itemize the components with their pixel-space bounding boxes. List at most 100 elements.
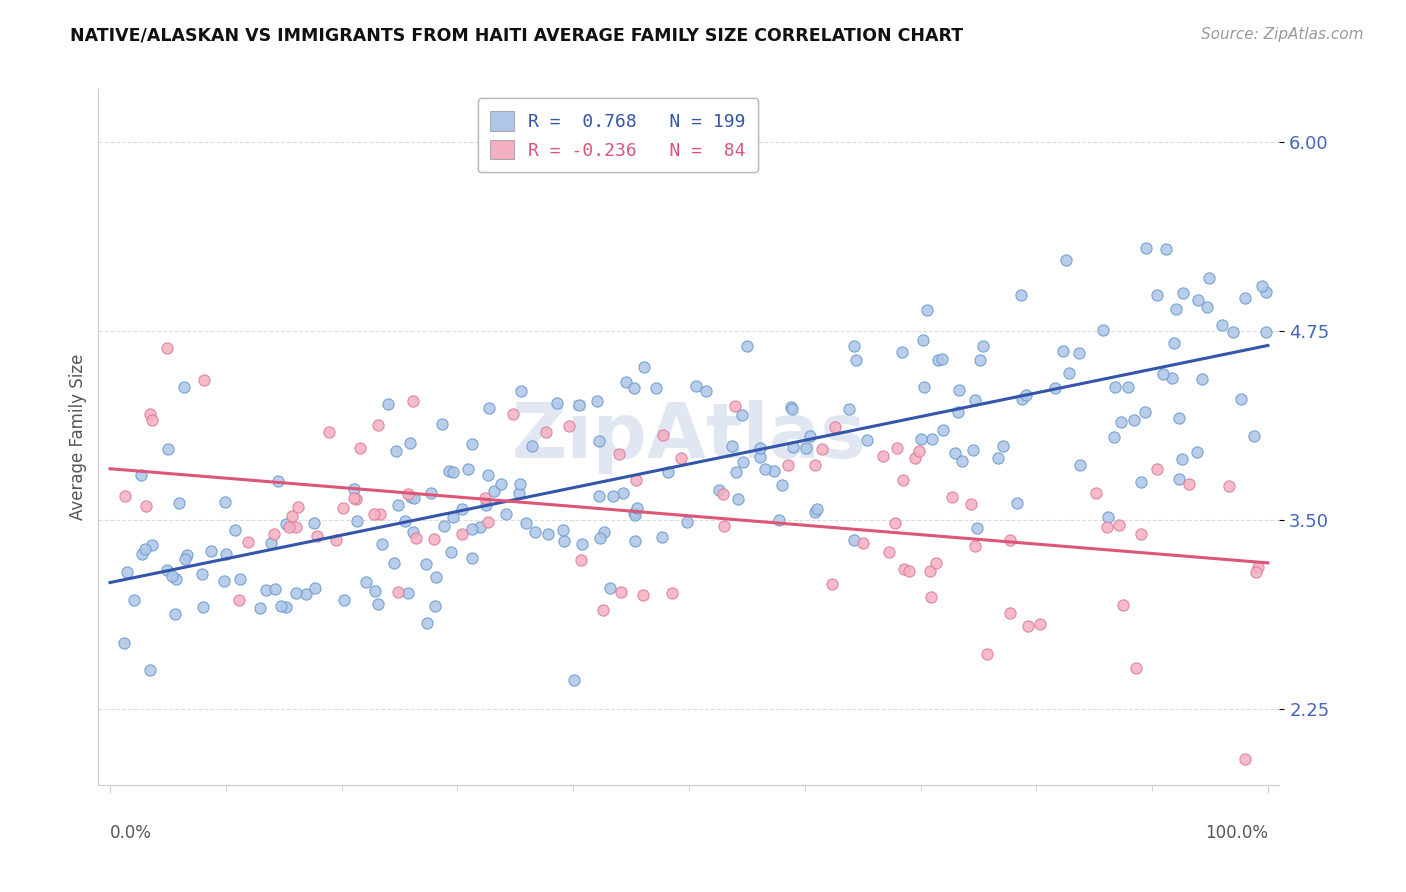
Point bbox=[167, 496, 190, 510]
Point bbox=[112, 635, 135, 649]
Point bbox=[794, 441, 817, 455]
Point bbox=[607, 447, 630, 461]
Point bbox=[724, 399, 747, 413]
Point bbox=[799, 429, 821, 443]
Point bbox=[845, 353, 868, 368]
Point bbox=[948, 383, 970, 397]
Point bbox=[404, 491, 426, 505]
Point bbox=[651, 530, 673, 544]
Point bbox=[214, 574, 236, 589]
Point bbox=[1011, 392, 1033, 406]
Point bbox=[1195, 300, 1218, 314]
Text: 0.0%: 0.0% bbox=[110, 824, 152, 842]
Point bbox=[1005, 496, 1028, 510]
Point bbox=[1059, 366, 1081, 380]
Point bbox=[367, 597, 389, 611]
Point bbox=[509, 477, 531, 491]
Point bbox=[294, 587, 316, 601]
Point bbox=[624, 473, 647, 487]
Point bbox=[599, 581, 621, 595]
Point bbox=[749, 450, 772, 464]
Point bbox=[844, 533, 866, 547]
Point bbox=[1244, 565, 1267, 579]
Point bbox=[730, 408, 752, 422]
Point bbox=[468, 519, 491, 533]
Point bbox=[228, 592, 250, 607]
Point bbox=[430, 417, 453, 431]
Point bbox=[274, 600, 297, 615]
Point bbox=[623, 506, 645, 520]
Point bbox=[610, 585, 633, 599]
Point bbox=[441, 510, 464, 524]
Point bbox=[762, 464, 785, 478]
Point bbox=[1163, 335, 1185, 350]
Point bbox=[325, 533, 347, 548]
Point bbox=[842, 339, 865, 353]
Point bbox=[553, 523, 575, 537]
Point bbox=[419, 485, 441, 500]
Point bbox=[558, 419, 581, 434]
Point bbox=[263, 526, 285, 541]
Point bbox=[224, 523, 246, 537]
Point bbox=[509, 384, 531, 398]
Point bbox=[624, 533, 647, 548]
Point bbox=[215, 547, 238, 561]
Point bbox=[918, 564, 941, 578]
Point bbox=[1247, 559, 1270, 574]
Point bbox=[969, 353, 991, 368]
Point bbox=[165, 607, 187, 621]
Point bbox=[962, 442, 984, 457]
Point bbox=[571, 536, 593, 550]
Point bbox=[1130, 527, 1153, 541]
Point bbox=[780, 400, 803, 414]
Point bbox=[307, 528, 329, 542]
Point bbox=[1067, 345, 1090, 359]
Point bbox=[1218, 478, 1240, 492]
Point bbox=[139, 663, 162, 677]
Point bbox=[915, 302, 938, 317]
Point bbox=[592, 602, 614, 616]
Point bbox=[1250, 279, 1272, 293]
Point bbox=[451, 501, 474, 516]
Point bbox=[332, 501, 354, 516]
Point bbox=[115, 565, 138, 579]
Point bbox=[838, 402, 860, 417]
Point bbox=[588, 531, 610, 545]
Point bbox=[893, 562, 915, 576]
Point bbox=[1185, 444, 1208, 458]
Point bbox=[191, 599, 214, 614]
Point bbox=[1000, 533, 1022, 547]
Point bbox=[280, 508, 302, 523]
Point bbox=[1017, 619, 1039, 633]
Point bbox=[592, 525, 614, 540]
Point bbox=[804, 458, 827, 473]
Point bbox=[515, 516, 537, 531]
Point bbox=[782, 440, 804, 454]
Point bbox=[266, 474, 288, 488]
Point bbox=[318, 425, 340, 439]
Point bbox=[824, 420, 846, 434]
Point bbox=[1152, 368, 1174, 382]
Point bbox=[382, 556, 405, 570]
Point bbox=[976, 647, 998, 661]
Point bbox=[520, 439, 543, 453]
Point bbox=[278, 520, 301, 534]
Point bbox=[1084, 486, 1107, 500]
Point bbox=[160, 569, 183, 583]
Point bbox=[810, 442, 832, 456]
Point bbox=[1015, 388, 1038, 402]
Point bbox=[820, 577, 842, 591]
Point bbox=[502, 407, 524, 421]
Point bbox=[911, 333, 934, 347]
Point bbox=[1160, 371, 1182, 385]
Point bbox=[131, 548, 153, 562]
Point bbox=[676, 515, 699, 529]
Point bbox=[855, 434, 877, 448]
Point bbox=[1222, 325, 1244, 339]
Point bbox=[612, 486, 634, 500]
Point bbox=[191, 566, 214, 581]
Point bbox=[346, 515, 368, 529]
Point bbox=[214, 495, 236, 509]
Point bbox=[602, 489, 624, 503]
Point bbox=[254, 582, 277, 597]
